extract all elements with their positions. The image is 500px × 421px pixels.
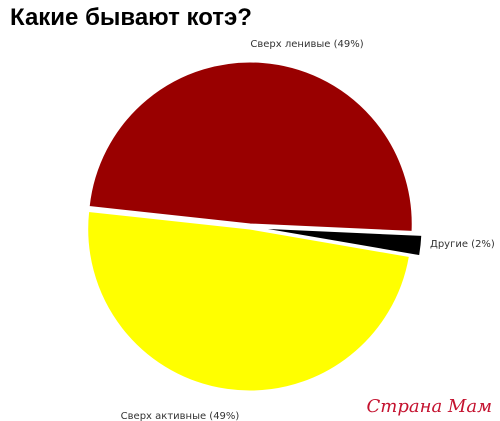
pie-slices [87,61,423,392]
slice-sverh-aktivnye [87,210,410,392]
slice-label-sverh-lenivye: Сверх ленивые (49%) [250,39,363,50]
chart-title: Какие бывают котэ? [10,4,252,31]
slice-drugie [259,227,423,257]
watermark-logo: Страна Мам [366,396,493,417]
slice-sverh-lenivye [88,61,413,232]
slice-label-drugie: Другие (2%) [430,239,495,250]
slice-label-sverh-aktivnye: Сверх активные (49%) [121,411,240,421]
pie-labels: Сверх ленивые (49%) Другие (2%) Сверх акти… [121,39,495,421]
